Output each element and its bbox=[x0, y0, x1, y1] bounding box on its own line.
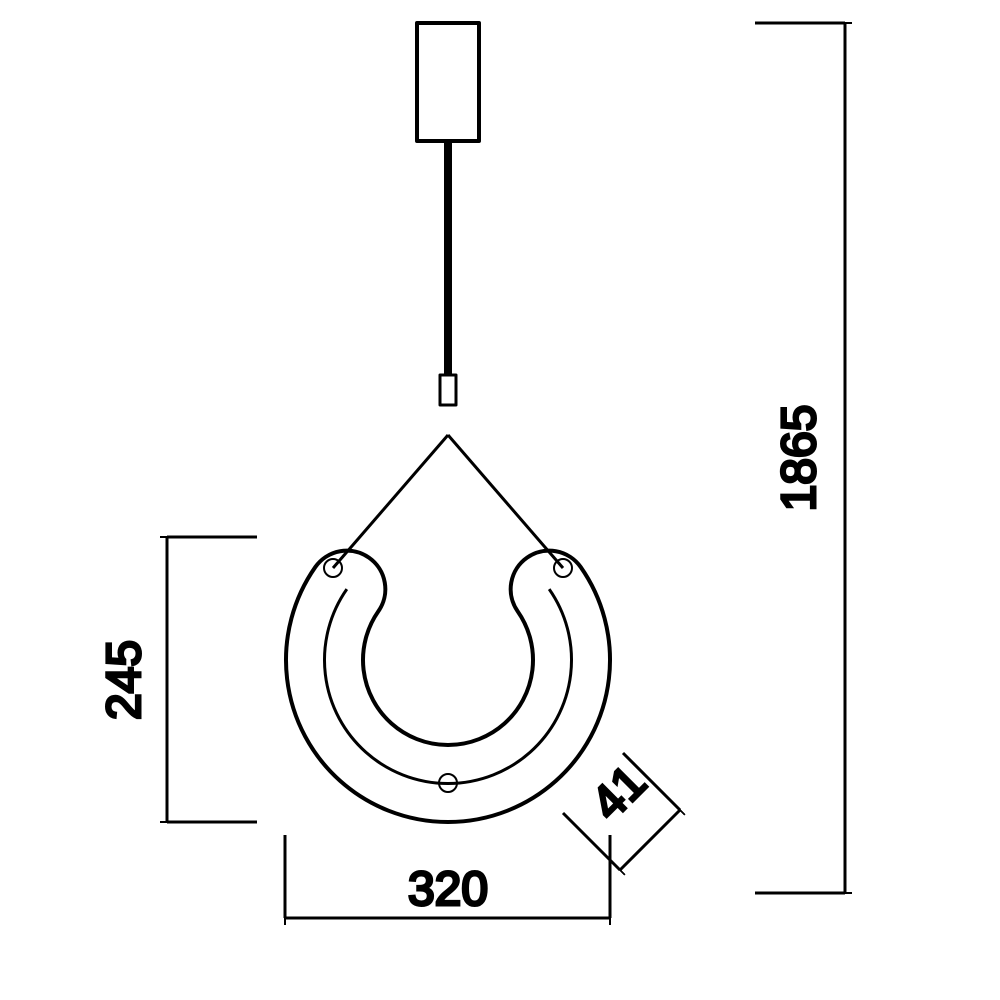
pendant-lamp bbox=[286, 23, 610, 822]
cable-left bbox=[333, 435, 448, 568]
horseshoe bbox=[286, 551, 610, 822]
dim-horseshoe-height-label: 245 bbox=[98, 640, 151, 720]
dim-width: 320 bbox=[285, 835, 610, 918]
technical-drawing: 1865 245 320 41 bbox=[0, 0, 1000, 1000]
cable-right bbox=[448, 435, 563, 568]
canopy bbox=[417, 23, 479, 141]
dim-width-label: 320 bbox=[408, 863, 488, 916]
inner-channel bbox=[325, 589, 572, 783]
dim-tube-diameter: 41 bbox=[563, 753, 680, 870]
ferrule bbox=[440, 375, 456, 405]
dim-horseshoe-height: 245 bbox=[98, 537, 257, 822]
dim-total-height-label: 1865 bbox=[773, 405, 826, 512]
dimensions: 1865 245 320 41 bbox=[98, 23, 845, 918]
screws bbox=[324, 559, 572, 792]
dim-tube-diameter-label: 41 bbox=[581, 755, 656, 830]
dim-total-height: 1865 bbox=[755, 23, 845, 893]
